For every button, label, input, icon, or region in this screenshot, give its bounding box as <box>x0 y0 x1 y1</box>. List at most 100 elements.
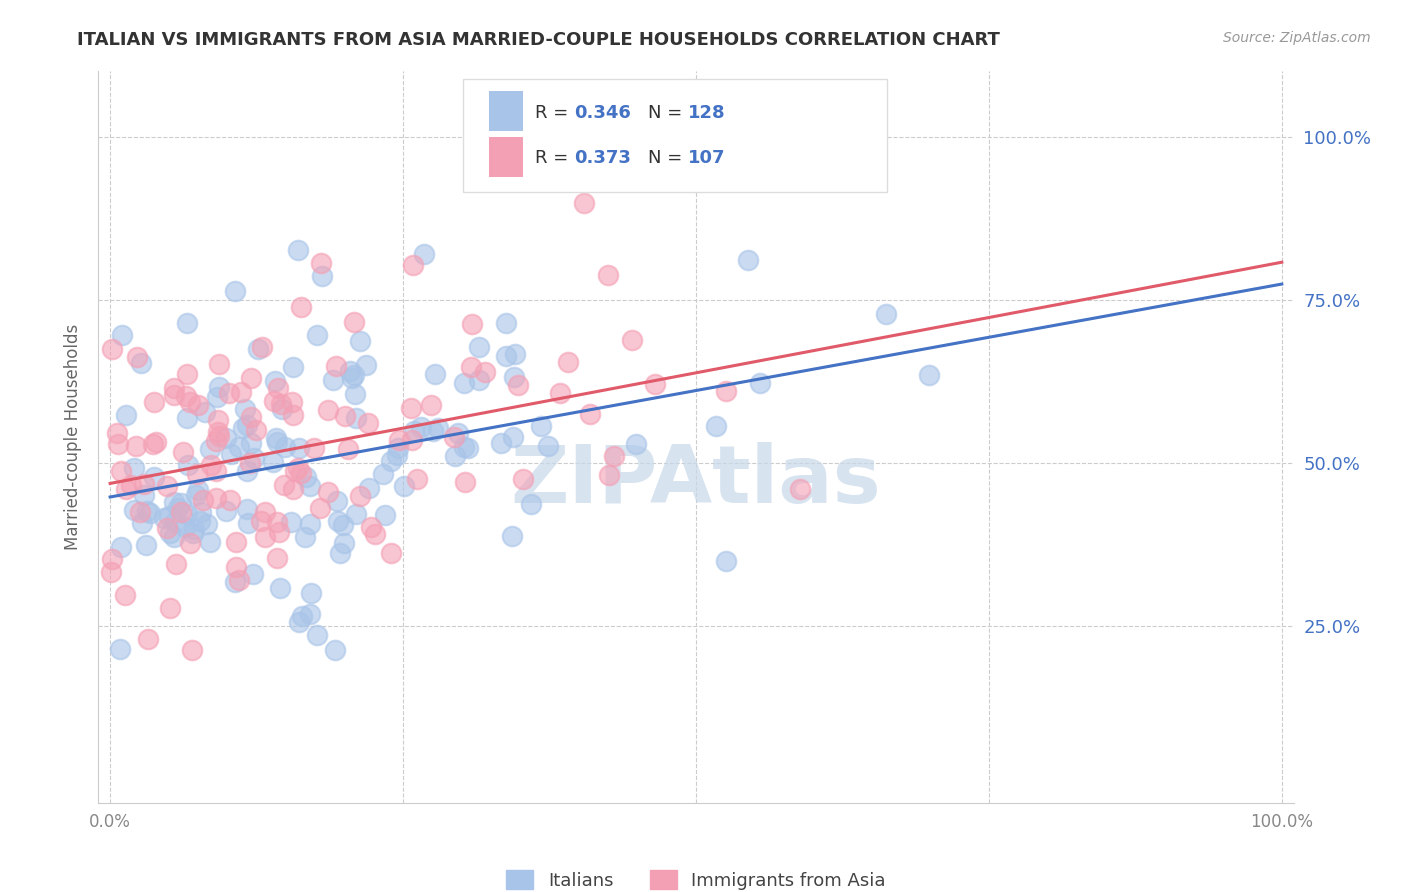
Point <box>749 376 772 391</box>
Point <box>454 475 477 490</box>
Bar <box>489 91 523 131</box>
Point <box>207 428 229 442</box>
Point <box>179 535 201 549</box>
Point <box>405 472 427 486</box>
Point <box>295 469 318 483</box>
Point <box>316 484 339 499</box>
Point <box>349 334 371 348</box>
Point <box>572 196 595 211</box>
Point <box>274 441 297 455</box>
Point <box>624 437 647 451</box>
Point <box>193 492 215 507</box>
Point <box>267 381 290 395</box>
Point <box>224 574 246 589</box>
Point <box>467 340 489 354</box>
Point <box>453 376 475 390</box>
Point <box>132 488 155 502</box>
Point <box>294 530 316 544</box>
Point <box>503 347 526 361</box>
Point <box>101 551 124 566</box>
Point <box>225 535 247 549</box>
Point <box>194 405 217 419</box>
Point <box>180 642 202 657</box>
Point <box>205 434 228 448</box>
Point <box>520 497 543 511</box>
Point <box>326 493 349 508</box>
Point <box>163 530 186 544</box>
Point <box>737 253 759 268</box>
Point <box>550 386 572 401</box>
Point <box>508 378 530 392</box>
Point <box>176 316 198 330</box>
Point <box>343 368 366 383</box>
Point <box>264 374 287 388</box>
Point <box>208 357 231 371</box>
Point <box>354 358 377 372</box>
Point <box>374 508 396 523</box>
Point <box>281 394 304 409</box>
Point <box>208 380 231 394</box>
Point <box>281 409 304 423</box>
Point <box>239 457 262 471</box>
Point <box>704 418 727 433</box>
Point <box>447 425 470 440</box>
Point <box>162 382 184 396</box>
Point <box>218 493 240 508</box>
Point <box>325 359 347 373</box>
Point <box>165 515 187 529</box>
Point <box>502 370 524 384</box>
Point <box>309 500 332 515</box>
Point <box>186 467 208 481</box>
Point <box>412 246 434 260</box>
Point <box>339 364 361 378</box>
Point <box>240 436 263 450</box>
Point <box>177 458 200 473</box>
Point <box>219 446 242 460</box>
Point <box>269 525 291 540</box>
Point <box>453 440 475 454</box>
Point <box>281 482 304 496</box>
Point <box>364 526 387 541</box>
Point <box>323 642 346 657</box>
Point <box>176 368 198 382</box>
Point <box>333 409 356 423</box>
Point <box>271 402 294 417</box>
Point <box>228 440 250 454</box>
Point <box>236 464 259 478</box>
Point <box>157 508 180 523</box>
Point <box>174 520 197 534</box>
Point <box>264 431 287 445</box>
Point <box>207 425 229 440</box>
Point <box>530 419 553 434</box>
Point <box>344 387 367 401</box>
Text: N =: N = <box>648 149 688 167</box>
Point <box>620 333 643 347</box>
Point <box>422 425 444 439</box>
Point <box>343 315 366 329</box>
Point <box>143 395 166 409</box>
Point <box>253 530 276 544</box>
Point <box>322 373 344 387</box>
Point <box>163 495 186 509</box>
Point <box>125 351 148 365</box>
FancyBboxPatch shape <box>463 78 887 192</box>
Bar <box>489 136 523 177</box>
Point <box>457 442 479 456</box>
Point <box>290 300 312 314</box>
Point <box>120 478 142 492</box>
Point <box>474 365 496 379</box>
Point <box>188 514 211 528</box>
Point <box>333 535 356 549</box>
Point <box>250 514 273 528</box>
Text: R =: R = <box>534 103 574 121</box>
Point <box>714 384 737 399</box>
Point <box>131 516 153 530</box>
Point <box>142 437 165 451</box>
Point <box>122 460 145 475</box>
Point <box>128 505 150 519</box>
Point <box>512 472 534 486</box>
Point <box>131 355 153 369</box>
Point <box>263 394 285 409</box>
Point <box>236 502 259 516</box>
Point <box>290 467 312 481</box>
